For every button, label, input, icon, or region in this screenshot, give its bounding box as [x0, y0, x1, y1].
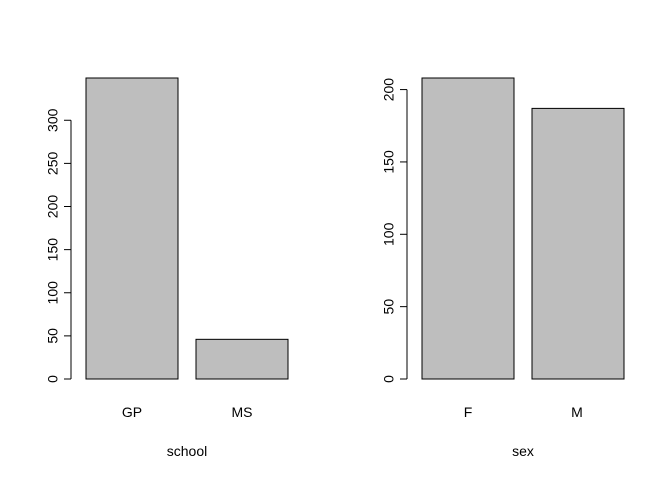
x-tick-label: GP [122, 404, 142, 420]
x-tick-label: F [464, 404, 473, 420]
bars [422, 78, 624, 379]
bar-gp [86, 78, 178, 379]
y-tick-label: 150 [381, 150, 397, 174]
y-tick-label: 100 [381, 222, 397, 246]
y-axis: 0 50 100 150 200 [381, 78, 407, 383]
y-tick-label: 200 [45, 195, 61, 219]
x-tick-labels: GP MS [122, 404, 253, 420]
x-axis-title: school [167, 443, 207, 459]
panel-school: 0 50 100 150 200 250 300 GP MS school [45, 78, 288, 459]
y-tick-label: 0 [381, 375, 397, 383]
y-tick-label: 100 [45, 281, 61, 305]
y-tick-label: 50 [381, 299, 397, 315]
y-tick-label: 150 [45, 238, 61, 262]
x-axis-title: sex [512, 443, 534, 459]
y-tick-label: 200 [381, 78, 397, 102]
x-tick-label: MS [232, 404, 253, 420]
bar-ms [196, 339, 288, 379]
y-axis: 0 50 100 150 200 250 300 [45, 108, 71, 383]
y-tick-label: 250 [45, 151, 61, 175]
x-tick-label: M [571, 404, 583, 420]
y-tick-label: 300 [45, 108, 61, 132]
bar-m [532, 108, 624, 379]
y-tick-label: 50 [45, 328, 61, 344]
y-tick-label: 0 [45, 375, 61, 383]
bar-f [422, 78, 514, 379]
bars [86, 78, 288, 379]
